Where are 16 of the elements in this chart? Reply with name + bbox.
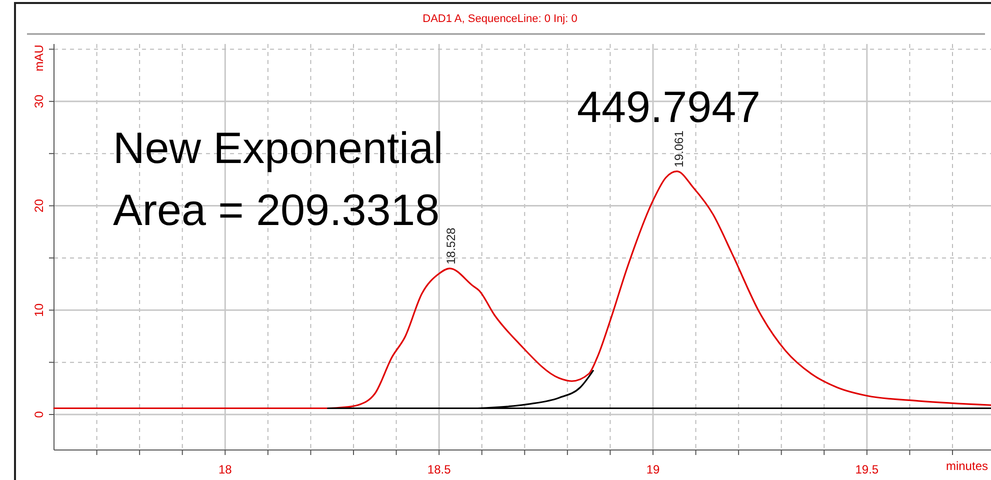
annotation: Area = 209.3318: [113, 186, 440, 235]
y-axis-title: mAU: [32, 44, 46, 72]
annotation: 18.528: [444, 227, 458, 264]
x-axis-title: minutes: [946, 459, 988, 473]
chart-title: DAD1 A, SequenceLine: 0 Inj: 0: [422, 13, 578, 25]
annotation: 449.7947: [577, 83, 761, 132]
x-tick-label: 18.5: [427, 462, 452, 477]
x-tick-label: 19.5: [855, 462, 879, 477]
annotation: 19.061: [672, 130, 686, 168]
y-tick-label: 10: [32, 303, 46, 317]
y-tick-label: 30: [32, 94, 46, 108]
annotation: New Exponential: [113, 124, 444, 173]
y-tick-label: 20: [32, 198, 46, 212]
x-tick-label: 18: [218, 462, 232, 477]
y-tick-label: 0: [32, 410, 46, 418]
x-tick-label: 19: [646, 462, 660, 477]
